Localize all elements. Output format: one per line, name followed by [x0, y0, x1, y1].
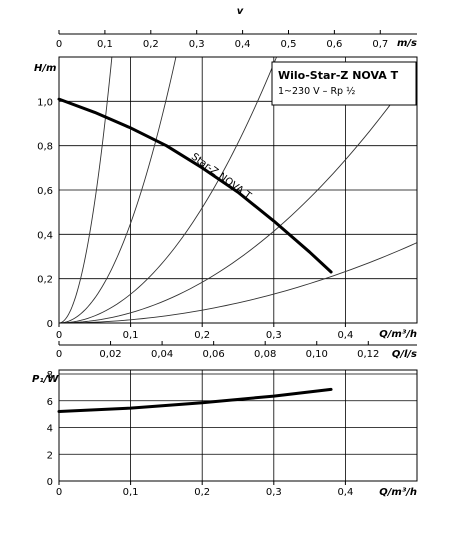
legend-subtitle: 1~230 V – Rp ½	[278, 86, 355, 97]
power-curve-series	[57, 387, 333, 413]
flow-ls-tick-label: 0,12	[357, 349, 379, 360]
flow-ls-axis: 0 0,02 0,04 0,06 0,08 0,10 0,12	[56, 341, 417, 360]
head-y-tick-label: 0,8	[37, 142, 53, 153]
power-y-tick-label: 6	[47, 397, 53, 408]
power-x-tick-label: 0	[56, 487, 62, 498]
system-curve	[58, 56, 113, 324]
head-y-ticks: 0 0,2 0,4 0,6 0,8 1,0	[37, 97, 53, 330]
head-x-tick-label: 0,4	[337, 330, 353, 341]
flow-ls-tick-label: 0	[56, 349, 62, 360]
legend-box	[271, 61, 417, 106]
head-x-label: Q/m³/h	[379, 329, 417, 340]
power-y-tick-label: 0	[47, 477, 53, 488]
flow-ls-label: Q/l/s	[392, 349, 417, 360]
power-y-tick-label: 2	[47, 450, 53, 461]
head-x-tick-label: 0,2	[194, 330, 210, 341]
head-y-tick-label: 0,2	[37, 275, 53, 286]
power-y-tick-label: 4	[47, 424, 53, 435]
power-x-tick-label: 0,2	[194, 487, 210, 498]
power-y-ticks: 0 2 4 6 8	[47, 370, 53, 488]
power-x-tick-label: 0,1	[123, 487, 139, 498]
top-tick-label: 0	[56, 39, 62, 50]
top-tick-label: 0,4	[235, 39, 251, 50]
top-tick-label: 0,5	[281, 39, 297, 50]
pump-curve-label: Star-Z NOVA T	[189, 151, 254, 202]
system-curves	[58, 56, 418, 324]
power-x-ticks: 0 0,1 0,2 0,3 0,4	[56, 481, 353, 498]
pump-curve-line	[57, 97, 333, 274]
power-y-tick-label: 8	[47, 370, 53, 381]
flow-ls-tick-label: 0,02	[99, 349, 121, 360]
head-y-tick-label: 0,6	[37, 186, 53, 197]
top-tick-label: 0,2	[143, 39, 159, 50]
power-x-tick-label: 0,3	[266, 487, 282, 498]
flow-ls-tick-label: 0,10	[306, 349, 328, 360]
power-x-label: Q/m³/h	[379, 487, 417, 498]
power-y-label: P₁/W	[32, 374, 59, 385]
head-y-tick-label: 0	[47, 319, 53, 330]
head-x-tick-label: 0,1	[123, 330, 139, 341]
head-y-tick-label: 1,0	[37, 97, 53, 108]
system-curve	[58, 242, 418, 324]
flow-ls-tick-label: 0,08	[254, 349, 276, 360]
flow-ls-tick-label: 0,06	[203, 349, 225, 360]
system-curve	[58, 56, 277, 324]
top-axis-symbol: v	[237, 6, 244, 17]
power-curve-line	[57, 387, 333, 413]
power-plot-grid	[59, 370, 417, 481]
top-axis-label: m/s	[397, 38, 417, 49]
top-tick-label: 0,6	[326, 39, 342, 50]
head-plot-frame	[58, 56, 418, 324]
legend-title: Wilo-Star-Z NOVA T	[278, 69, 399, 82]
top-tick-label: 0,3	[189, 39, 205, 50]
top-axis-ticks: 0 0,1 0,2 0,3 0,4 0,5 0,6 0,7	[56, 30, 417, 50]
power-x-tick-label: 0,4	[337, 487, 353, 498]
head-x-tick-label: 0	[56, 330, 62, 341]
head-x-ticks: 0 0,1 0,2 0,3 0,4	[56, 323, 353, 341]
power-plot-frame	[58, 369, 418, 482]
top-tick-label: 0,7	[372, 39, 388, 50]
pump-curve-series: Star-Z NOVA T	[57, 97, 333, 274]
system-curve	[58, 56, 177, 324]
head-x-tick-label: 0,3	[266, 330, 282, 341]
head-y-tick-label: 0,4	[37, 230, 53, 241]
top-tick-label: 0,1	[97, 39, 113, 50]
head-y-label: H/m	[34, 63, 56, 74]
system-curve	[58, 67, 418, 324]
flow-ls-tick-label: 0,04	[151, 349, 173, 360]
